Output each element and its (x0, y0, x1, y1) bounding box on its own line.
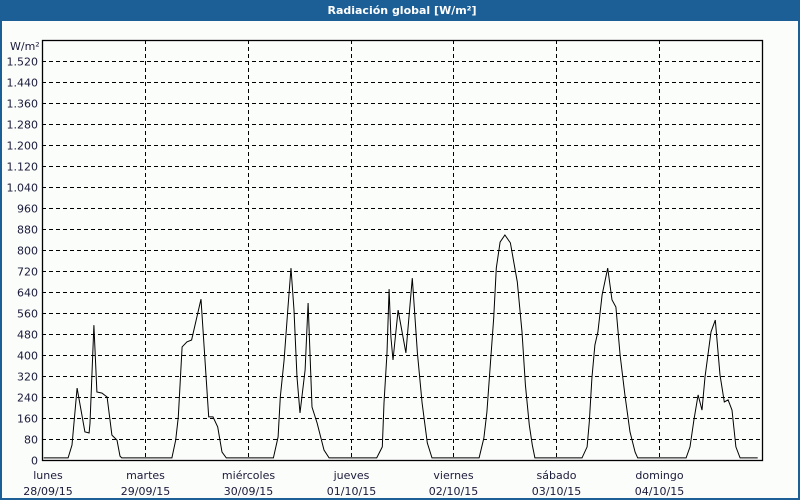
y-tick-label: 800 (17, 245, 38, 258)
x-date-label: 01/10/15 (327, 485, 376, 498)
y-tick-label: 1.360 (7, 98, 39, 111)
x-day-label: martes (126, 469, 165, 482)
x-date-label: 28/09/15 (23, 485, 72, 498)
series-line (43, 234, 758, 459)
x-day-label: domingo (635, 469, 683, 482)
y-tick-label: 80 (24, 434, 38, 447)
y-tick-label: 480 (17, 329, 38, 342)
y-tick-label: 1.520 (7, 56, 39, 69)
x-day-label: lunes (33, 469, 63, 482)
y-axis-ticks: 0 80 160 240 320 400 480 560 640 720 800 880 960 1.04… (7, 56, 39, 468)
y-tick-label: 1.280 (7, 119, 39, 132)
x-day-label: jueves (333, 469, 370, 482)
x-date-label: 29/09/15 (121, 485, 170, 498)
y-tick-label: 560 (17, 308, 38, 321)
x-date-label: 04/10/15 (635, 485, 684, 498)
x-day-label: sábado (537, 469, 577, 482)
y-tick-label: 1.040 (7, 182, 39, 195)
y-axis-unit-label: W/m² (10, 40, 40, 53)
grid (42, 40, 762, 460)
y-tick-label: 880 (17, 224, 38, 237)
y-tick-label: 400 (17, 350, 38, 363)
plot-frame (41, 39, 764, 462)
y-tick-label: 320 (17, 371, 38, 384)
y-tick-label: 640 (17, 287, 38, 300)
y-tick-label: 160 (17, 413, 38, 426)
window-title: Radiación global [W/m²] (2, 0, 800, 21)
x-date-label: 02/10/15 (429, 485, 478, 498)
y-tick-label: 1.200 (7, 140, 39, 153)
x-date-label: 30/09/15 (224, 485, 273, 498)
y-tick-label: 1.440 (7, 77, 39, 90)
y-tick-label: 0 (31, 455, 38, 468)
x-day-label: miércoles (222, 469, 275, 482)
y-tick-label: 720 (17, 266, 38, 279)
x-axis-labels: lunes 28/09/15 martes 29/09/15 miércoles 30/0… (23, 469, 684, 498)
x-date-label: 03/10/15 (532, 485, 581, 498)
y-tick-label: 1.120 (7, 161, 39, 174)
y-tick-label: 960 (17, 203, 38, 216)
x-day-label: viernes (433, 469, 473, 482)
y-tick-label: 240 (17, 392, 38, 405)
